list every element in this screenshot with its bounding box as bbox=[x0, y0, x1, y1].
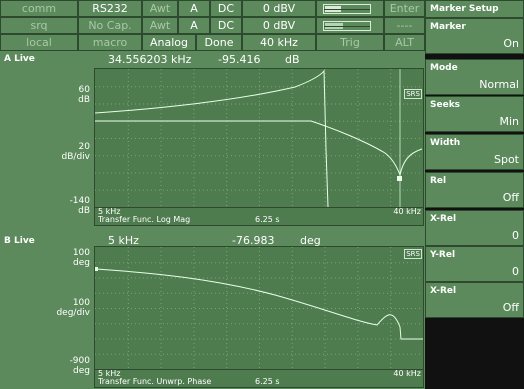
status-range-b: 0 dBV bbox=[242, 17, 316, 34]
softkey-value: 0 bbox=[512, 229, 519, 242]
channel-a-ref-trace bbox=[95, 120, 423, 177]
channel-b-plot[interactable]: SRS 5 kHz 40 kHz Transfer Func. Unwrp. P… bbox=[94, 246, 424, 388]
channel-a-x-end: 40 kHz bbox=[393, 207, 421, 216]
channel-a-srs-badge: SRS bbox=[404, 89, 422, 99]
softkey-value: Min bbox=[499, 115, 519, 128]
softkey-value: Normal bbox=[479, 78, 519, 91]
status-span: 40 kHz bbox=[242, 34, 316, 51]
status-done: Done bbox=[196, 34, 242, 51]
softkey-mode[interactable]: Mode Normal bbox=[425, 59, 524, 95]
status-input-a: A bbox=[178, 0, 210, 17]
enter-button[interactable]: Enter bbox=[384, 0, 425, 17]
channel-a-x-start: 5 kHz bbox=[98, 207, 121, 216]
channel-a-mag-trace bbox=[95, 69, 329, 207]
channel-a-label: A Live bbox=[4, 54, 35, 64]
softkey-label: Marker bbox=[430, 22, 466, 32]
softkey-value: Spot bbox=[493, 153, 519, 166]
channel-b-phase-trace bbox=[95, 268, 423, 340]
channel-a-trace-area bbox=[95, 69, 423, 207]
channel-b-marker-value: -76.983 bbox=[232, 234, 275, 247]
softkey-label: X-Rel bbox=[430, 214, 457, 224]
softkey-value: On bbox=[503, 37, 519, 50]
softkey-label: Seeks bbox=[430, 100, 461, 110]
channel-b-marker-freq: 5 kHz bbox=[108, 234, 139, 247]
channel-a-marker-point bbox=[397, 176, 402, 181]
channel-a-time: 6.25 s bbox=[255, 215, 280, 224]
channel-a-y-bottom: -140 dB bbox=[69, 196, 90, 216]
trig-button[interactable]: Trig bbox=[316, 34, 384, 51]
softkey-width[interactable]: Width Spot bbox=[425, 134, 524, 170]
softkey-label: Width bbox=[430, 138, 461, 148]
channel-a-marker-value: -95.416 bbox=[218, 53, 261, 66]
marker-setup-menu: Marker Setup Marker On Mode Normal Seeks Mi… bbox=[425, 0, 524, 389]
softkey-rel[interactable]: Rel Off bbox=[425, 172, 524, 208]
level-meter-b bbox=[316, 17, 384, 34]
softkey-label: Mode bbox=[430, 63, 458, 73]
channel-a-measurement: Transfer Func. Log Mag bbox=[98, 215, 191, 224]
channel-b-label: B Live bbox=[4, 236, 35, 246]
softkey-value: Off bbox=[502, 301, 519, 314]
alt-button[interactable]: ALT bbox=[384, 34, 425, 51]
level-meter-b-bar bbox=[323, 21, 371, 31]
level-meter-a bbox=[316, 0, 384, 17]
channel-b-srs-badge: SRS bbox=[404, 249, 422, 259]
status-dashes: ---- bbox=[384, 17, 425, 34]
channel-a-y-top: 60 dB bbox=[78, 85, 90, 105]
status-local[interactable]: local bbox=[0, 34, 78, 51]
status-interface: RS232 bbox=[78, 0, 142, 17]
channel-b-measurement: Transfer Func. Unwrp. Phase bbox=[98, 377, 212, 386]
channel-b-y-bottom: -900 deg bbox=[69, 356, 90, 376]
softkey-seeks[interactable]: Seeks Min bbox=[425, 96, 524, 132]
channel-b-y-div: 100 deg/div bbox=[56, 298, 90, 318]
channel-a-y-div: 20 dB/div bbox=[61, 142, 90, 162]
menu-title: Marker Setup bbox=[425, 0, 524, 18]
level-meter-a-bar bbox=[323, 4, 371, 14]
softkey-x-rel[interactable]: X-Rel 0 bbox=[425, 210, 524, 246]
channel-a-marker-freq: 34.556203 kHz bbox=[108, 53, 192, 66]
status-coupling-a: DC bbox=[210, 0, 242, 17]
status-srq[interactable]: srq bbox=[0, 17, 78, 34]
status-coupling-b: DC bbox=[210, 17, 242, 34]
status-source: Analog bbox=[142, 34, 196, 51]
softkey-value: 0 bbox=[512, 265, 519, 278]
softkey-label: Rel bbox=[430, 176, 447, 186]
status-macro[interactable]: macro bbox=[78, 34, 142, 51]
channel-b-y-top: 100 deg bbox=[72, 248, 90, 268]
status-awt-a: Awt bbox=[142, 0, 178, 17]
channel-b-time: 6.25 s bbox=[255, 377, 280, 386]
status-comm[interactable]: comm bbox=[0, 0, 78, 17]
status-awt-b: Awt bbox=[142, 17, 178, 34]
channel-b-trace-area bbox=[95, 247, 423, 368]
channel-b-x-start: 5 kHz bbox=[98, 369, 121, 378]
channel-b-x-end: 40 kHz bbox=[393, 369, 421, 378]
softkey-x-rel-off[interactable]: X-Rel Off bbox=[425, 282, 524, 318]
status-range-a: 0 dBV bbox=[242, 0, 316, 17]
channel-a-plot[interactable]: SRS 5 kHz 40 kHz Transfer Func. Log Mag … bbox=[94, 68, 424, 226]
softkey-label: X-Rel bbox=[430, 286, 457, 296]
softkey-y-rel[interactable]: Y-Rel 0 bbox=[425, 246, 524, 282]
channel-b-marker-point bbox=[95, 267, 98, 271]
status-input-b: A bbox=[178, 17, 210, 34]
softkey-marker[interactable]: Marker On bbox=[425, 18, 524, 54]
channel-a-marker-unit: dB bbox=[285, 53, 300, 66]
softkey-label: Y-Rel bbox=[430, 250, 456, 260]
status-capture: No Cap. bbox=[78, 17, 142, 34]
channel-b-marker-unit: deg bbox=[300, 234, 321, 247]
softkey-value: Off bbox=[502, 191, 519, 204]
